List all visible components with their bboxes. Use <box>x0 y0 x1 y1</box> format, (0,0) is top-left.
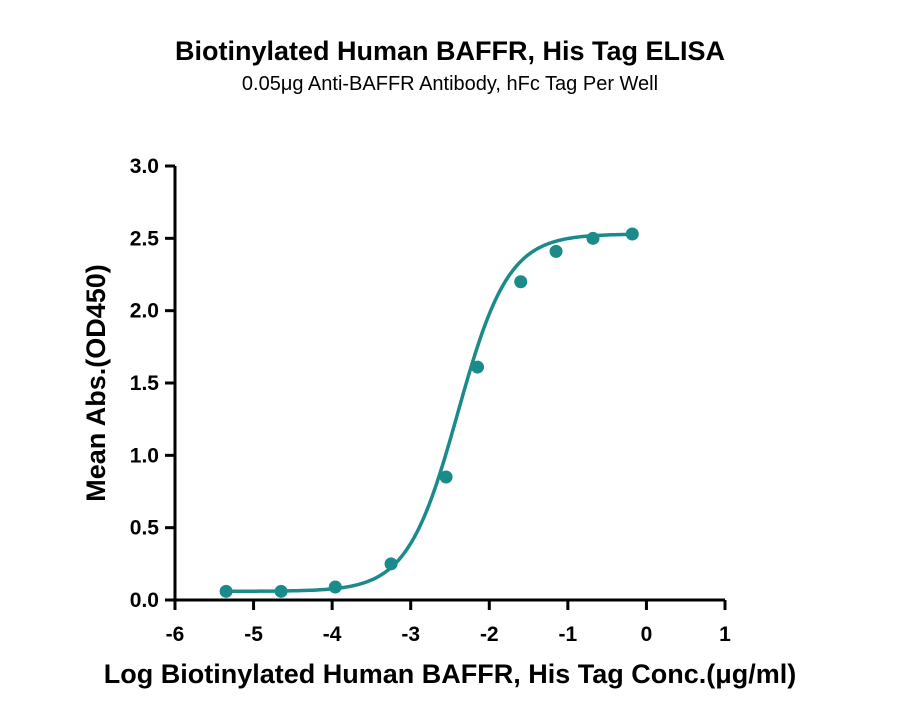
y-tick-label: 0.0 <box>130 589 159 612</box>
y-ticks: 0.0 0.5 1.0 1.5 2.0 2.5 3.0 <box>130 155 175 612</box>
y-tick-label: 1.0 <box>130 444 159 467</box>
fit-curve-layer <box>226 232 633 594</box>
data-point <box>514 275 528 289</box>
x-axis-title: Log Biotinylated Human BAFFR, His Tag Co… <box>104 659 797 689</box>
y-tick-label: 0.5 <box>130 517 160 540</box>
y-axis-title: Mean Abs.(OD450) <box>81 264 111 502</box>
x-tick-label: -1 <box>559 623 578 646</box>
x-tick-label: 1 <box>719 623 731 646</box>
y-tick-label: 2.0 <box>130 300 159 323</box>
data-points-layer <box>219 227 639 598</box>
data-point <box>471 360 484 374</box>
data-point <box>328 580 342 594</box>
y-tick-label: 1.5 <box>130 372 160 395</box>
chart-subtitle: 0.05μg Anti-BAFFR Antibody, hFc Tag Per … <box>241 73 659 95</box>
y-tick-label: 2.5 <box>130 227 160 250</box>
x-tick-label: -6 <box>166 623 185 646</box>
data-point <box>219 584 233 598</box>
data-point <box>625 227 639 241</box>
x-tick-label: -4 <box>323 623 342 646</box>
data-point <box>439 470 453 484</box>
y-tick-label: 3.0 <box>130 155 159 178</box>
data-point <box>549 244 563 258</box>
x-tick-label: 0 <box>641 623 653 646</box>
chart-title: Biotinylated Human BAFFR, His Tag ELISA <box>174 36 726 66</box>
fit-curve <box>226 232 633 594</box>
data-point <box>384 557 398 571</box>
x-tick-label: -2 <box>480 623 499 646</box>
x-ticks: -6 -5 -4 -3 -2 -1 0 1 <box>166 600 731 646</box>
x-tick-label: -5 <box>244 623 263 646</box>
x-tick-label: -3 <box>401 623 420 646</box>
data-point <box>586 231 600 245</box>
axes <box>173 166 725 602</box>
data-point <box>274 584 288 598</box>
